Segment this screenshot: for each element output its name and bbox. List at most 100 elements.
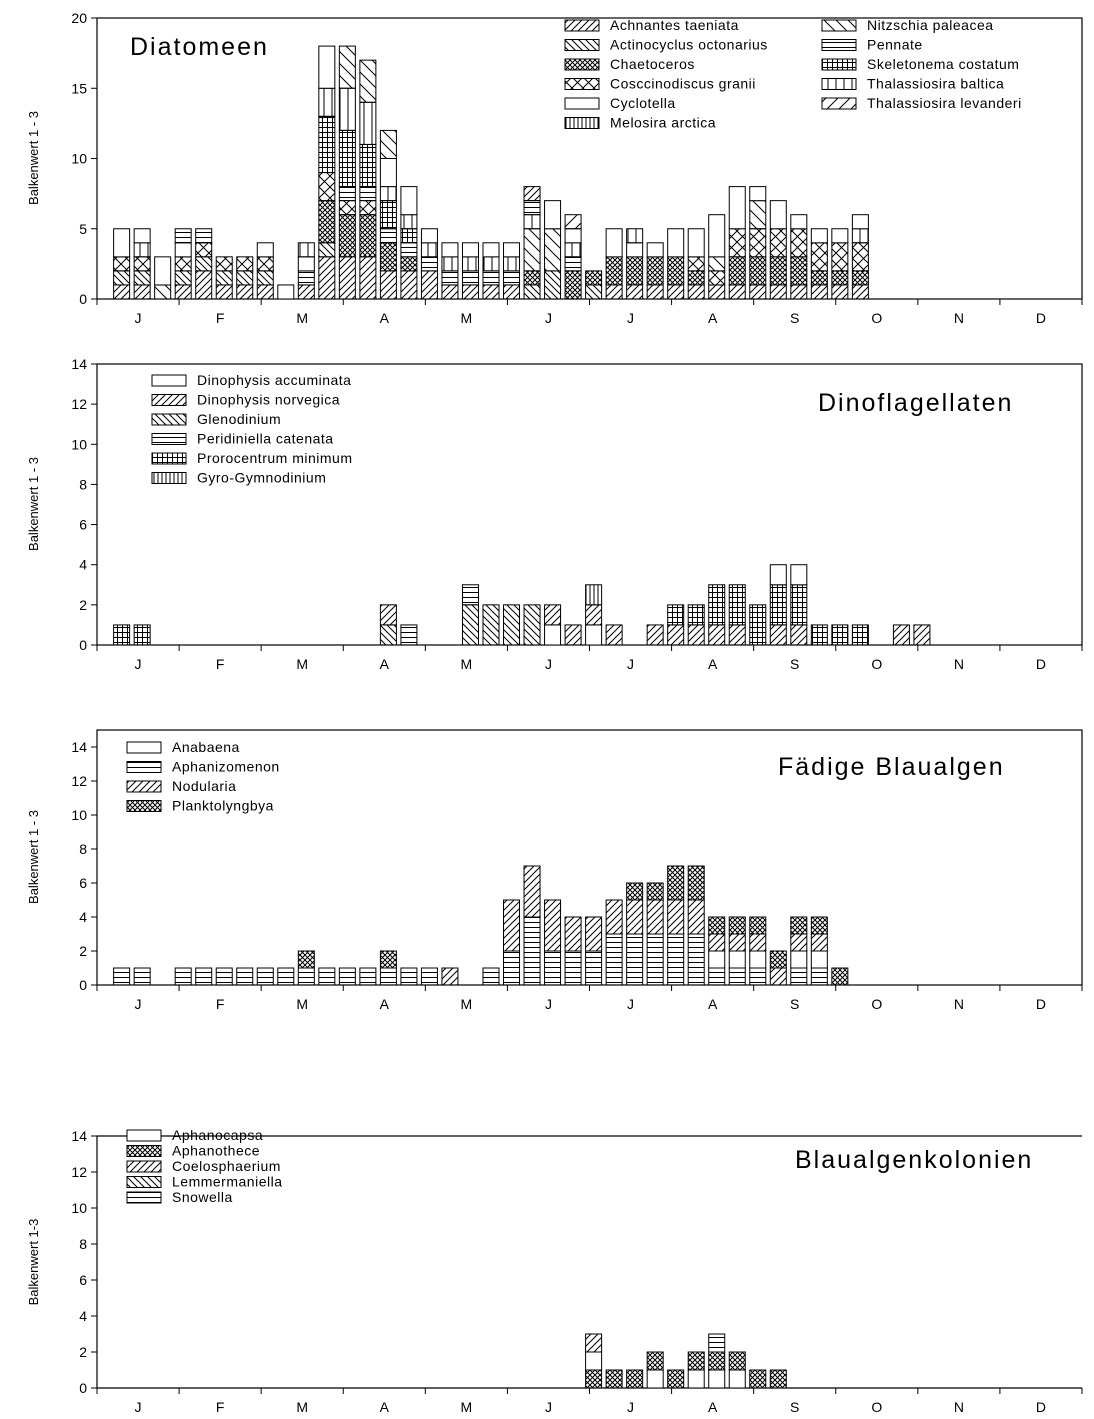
bar-segment <box>564 242 582 258</box>
legend-label: Dinophysis norvegica <box>197 392 340 408</box>
bar-segment <box>851 270 869 286</box>
month-label: S <box>790 996 799 1012</box>
month-label: M <box>461 1399 473 1415</box>
bar-segment <box>359 200 377 216</box>
bar-segment <box>236 256 254 272</box>
bar-segment <box>646 1351 664 1371</box>
bar-segment <box>728 950 746 969</box>
legend-label: Cosccinodiscus granii <box>610 76 756 92</box>
legend-label: Aphanothece <box>172 1143 260 1159</box>
bar-segment <box>646 242 664 258</box>
bar-segment <box>769 1369 787 1389</box>
bar-segment <box>400 214 418 230</box>
y-tick-label: 6 <box>79 875 87 891</box>
bar-segment <box>338 967 356 986</box>
bar-segment <box>708 933 726 952</box>
bar-segment <box>523 916 541 986</box>
bar-segment <box>523 865 541 918</box>
legend-label: Nitzschia paleacea <box>867 17 994 33</box>
bar-segment <box>769 584 787 626</box>
bar-segment <box>708 270 726 286</box>
bar-segment <box>544 270 562 300</box>
bar-segment <box>687 1369 705 1389</box>
bar-segment <box>687 624 705 646</box>
bar-segment <box>728 228 746 258</box>
legend-label: Prorocentrum minimum <box>197 450 352 466</box>
bar-segment <box>482 270 500 286</box>
y-tick-label: 10 <box>71 1200 87 1216</box>
bar-segment <box>687 604 705 626</box>
legend-label: Snowella <box>172 1189 233 1205</box>
y-tick-label: 4 <box>79 1308 87 1324</box>
month-label: J <box>545 1399 552 1415</box>
bar-segment <box>379 950 397 969</box>
month-label: O <box>871 1399 882 1415</box>
legend-swatch <box>126 1160 162 1173</box>
y-tick-label: 6 <box>79 1272 87 1288</box>
legend-swatch <box>564 39 600 51</box>
bar-segment <box>133 270 151 286</box>
legend-swatch <box>151 452 187 465</box>
bar-segment <box>400 270 418 300</box>
legend-swatch <box>821 19 857 32</box>
bar-segment <box>113 270 131 286</box>
bar-segment <box>810 270 828 286</box>
bar-segment <box>728 967 746 986</box>
bar-segment <box>297 284 315 300</box>
month-label: A <box>380 1399 390 1415</box>
bar-segment <box>523 270 541 286</box>
bar-segment <box>400 256 418 272</box>
legend-swatch <box>564 78 600 90</box>
bar-segment <box>297 270 315 286</box>
month-label: J <box>627 996 634 1012</box>
bar-segment <box>687 933 705 986</box>
bar-segment <box>605 899 623 935</box>
bar-segment <box>400 242 418 258</box>
month-label: M <box>296 656 308 672</box>
month-label: S <box>790 656 799 672</box>
month-label: J <box>135 656 142 672</box>
bar-segment <box>810 967 828 986</box>
bar-segment <box>831 242 849 272</box>
bar-segment <box>585 584 603 606</box>
month-label: A <box>708 996 718 1012</box>
bar-segment <box>236 967 254 986</box>
y-tick-label: 6 <box>79 517 87 533</box>
bar-segment <box>195 228 213 244</box>
legend-swatch <box>126 761 162 773</box>
bar-segment <box>769 228 787 258</box>
month-label: J <box>627 1399 634 1415</box>
bar-segment <box>708 624 726 646</box>
legend-swatch <box>151 394 187 406</box>
bar-segment <box>113 228 131 258</box>
legend-label: Achnantes taeniata <box>610 17 739 33</box>
bar-segment <box>441 256 459 272</box>
bar-segment <box>687 270 705 286</box>
bar-segment <box>605 933 623 986</box>
legend-label: Chaetoceros <box>610 56 695 72</box>
y-tick-label: 12 <box>71 1164 87 1180</box>
bar-segment <box>667 256 685 286</box>
chart-title: Fädige Blaualgen <box>778 753 1005 781</box>
bar-segment <box>605 1369 623 1389</box>
bar-segment <box>523 284 541 300</box>
legend-swatch <box>126 741 162 754</box>
chart-title: Blaualgenkolonien <box>795 1146 1033 1174</box>
bar-segment <box>769 564 787 586</box>
bar-segment <box>215 284 233 300</box>
bar-segment <box>769 200 787 230</box>
bar-segment <box>790 284 808 300</box>
bar-segment <box>646 899 664 935</box>
month-label: A <box>380 310 390 326</box>
bar-segment <box>708 584 726 626</box>
bar-segment <box>359 186 377 202</box>
bar-segment <box>195 242 213 258</box>
bar-segment <box>544 200 562 230</box>
bar-segment <box>297 950 315 969</box>
y-tick-label: 0 <box>79 977 87 993</box>
bar-segment <box>441 284 459 300</box>
bar-segment <box>892 624 910 646</box>
y-tick-label: 4 <box>79 557 87 573</box>
y-tick-label: 2 <box>79 943 87 959</box>
